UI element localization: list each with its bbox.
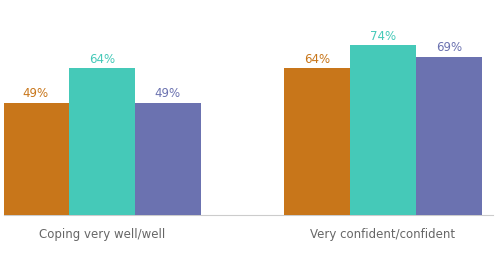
Bar — [350, 46, 416, 215]
Bar — [3, 103, 69, 215]
Text: 49%: 49% — [155, 87, 181, 100]
Text: 49%: 49% — [23, 87, 49, 100]
Text: 74%: 74% — [370, 30, 396, 43]
Bar — [135, 103, 201, 215]
Bar — [284, 68, 350, 215]
Bar — [69, 68, 135, 215]
Text: 64%: 64% — [89, 53, 115, 66]
Text: 69%: 69% — [436, 41, 462, 54]
Bar — [416, 57, 482, 215]
Text: 64%: 64% — [304, 53, 330, 66]
